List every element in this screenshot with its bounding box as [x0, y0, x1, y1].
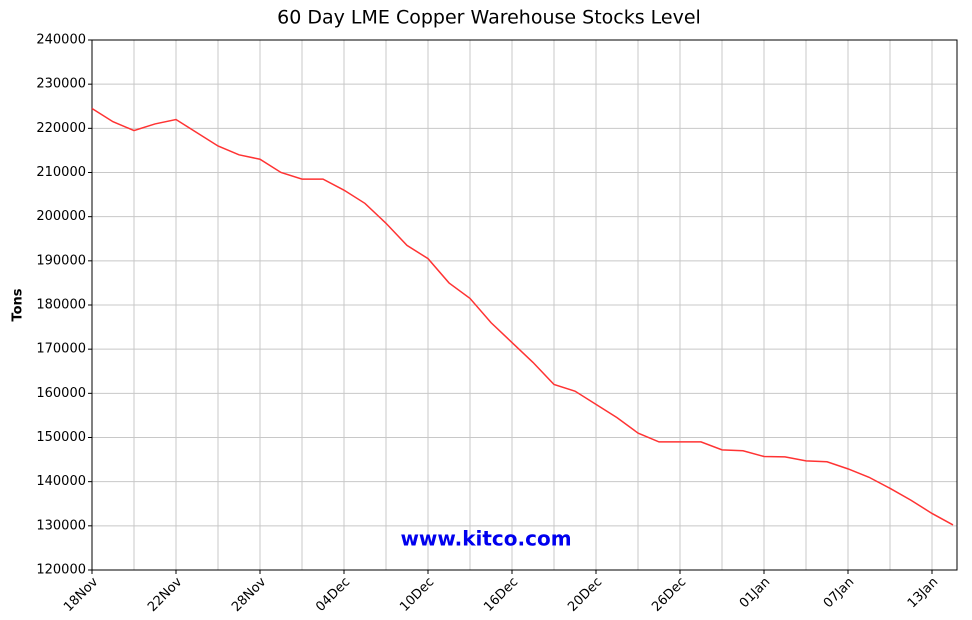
x-tick-label: 26Dec — [649, 575, 689, 615]
watermark: www.kitco.com — [400, 527, 571, 551]
y-tick-label: 230000 — [36, 77, 86, 92]
y-tick-label: 150000 — [36, 430, 86, 445]
y-tick-label: 160000 — [36, 386, 86, 401]
x-tick-label: 22Nov — [145, 574, 185, 614]
data-line — [91, 107, 954, 526]
y-tick-label: 220000 — [36, 121, 86, 136]
x-tick-label: 13Jan — [905, 575, 941, 611]
x-tick-label: 04Dec — [313, 575, 353, 615]
y-tick-label: 240000 — [36, 33, 86, 48]
y-tick-label: 130000 — [36, 518, 86, 533]
y-tick-label: 120000 — [36, 563, 86, 578]
plot-border — [91, 39, 958, 571]
x-tick-label: 10Dec — [397, 575, 437, 615]
y-tick-label: 170000 — [36, 342, 86, 357]
x-tick-label: 20Dec — [565, 575, 605, 615]
y-tick-label: 180000 — [36, 298, 86, 313]
y-tick-label: 200000 — [36, 209, 86, 224]
x-tick-label: 28Nov — [229, 574, 269, 614]
y-axis-label: Tons — [11, 288, 26, 321]
y-tick-label: 210000 — [36, 165, 86, 180]
chart-title: 60 Day LME Copper Warehouse Stocks Level — [277, 7, 701, 29]
x-tick-label: 16Dec — [481, 575, 521, 615]
x-tick-label: 01Jan — [737, 575, 773, 611]
x-tick-label: 18Nov — [61, 574, 101, 614]
y-tick-label: 140000 — [36, 474, 86, 489]
x-tick-label: 07Jan — [821, 575, 857, 611]
y-tick-label: 190000 — [36, 253, 86, 268]
